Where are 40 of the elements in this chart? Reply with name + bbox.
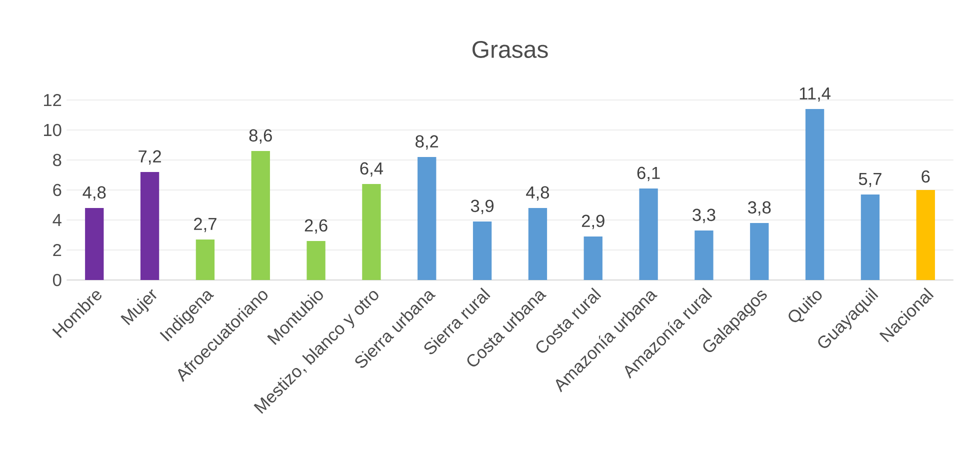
y-tick-label: 4 xyxy=(52,214,62,226)
data-label: 2,6 xyxy=(304,219,328,234)
bar xyxy=(196,240,215,280)
bar xyxy=(140,172,160,280)
data-label: 6 xyxy=(922,170,930,183)
data-label: 4,8 xyxy=(526,186,550,201)
data-label: 3,9 xyxy=(470,200,494,214)
bar xyxy=(418,156,436,280)
y-tick-label: 2 xyxy=(53,244,62,256)
bar xyxy=(528,208,548,280)
y-tick-label: 10 xyxy=(44,124,62,136)
data-label: 3,8 xyxy=(748,201,771,216)
chart-title: Grasas xyxy=(472,40,548,58)
data-label: 6,1 xyxy=(637,166,660,182)
y-tick-label: 6 xyxy=(53,184,62,196)
data-label: 4,8 xyxy=(82,186,106,201)
bar xyxy=(860,194,880,280)
bar xyxy=(85,208,104,280)
bar xyxy=(750,223,769,280)
data-label: 8,6 xyxy=(249,129,272,144)
y-tick-label: 8 xyxy=(53,154,62,166)
data-label: 5,7 xyxy=(858,172,882,188)
bar xyxy=(472,222,492,280)
data-label: 7,2 xyxy=(138,150,161,165)
data-label: 11,4 xyxy=(800,87,831,102)
data-label: 8,2 xyxy=(416,135,438,150)
y-tick-label: 0 xyxy=(52,274,62,286)
data-label: 2,9 xyxy=(582,214,604,230)
data-label: 6,4 xyxy=(360,162,384,177)
data-label: 3,3 xyxy=(692,208,716,224)
bar xyxy=(916,190,935,280)
bar xyxy=(639,188,658,280)
bar xyxy=(584,236,602,280)
bar xyxy=(251,151,270,280)
bar xyxy=(694,230,714,280)
y-tick-label: 12 xyxy=(44,94,62,106)
bar xyxy=(805,109,824,280)
bar xyxy=(306,241,326,280)
data-label: 2,7 xyxy=(194,218,216,232)
bar xyxy=(362,184,381,280)
